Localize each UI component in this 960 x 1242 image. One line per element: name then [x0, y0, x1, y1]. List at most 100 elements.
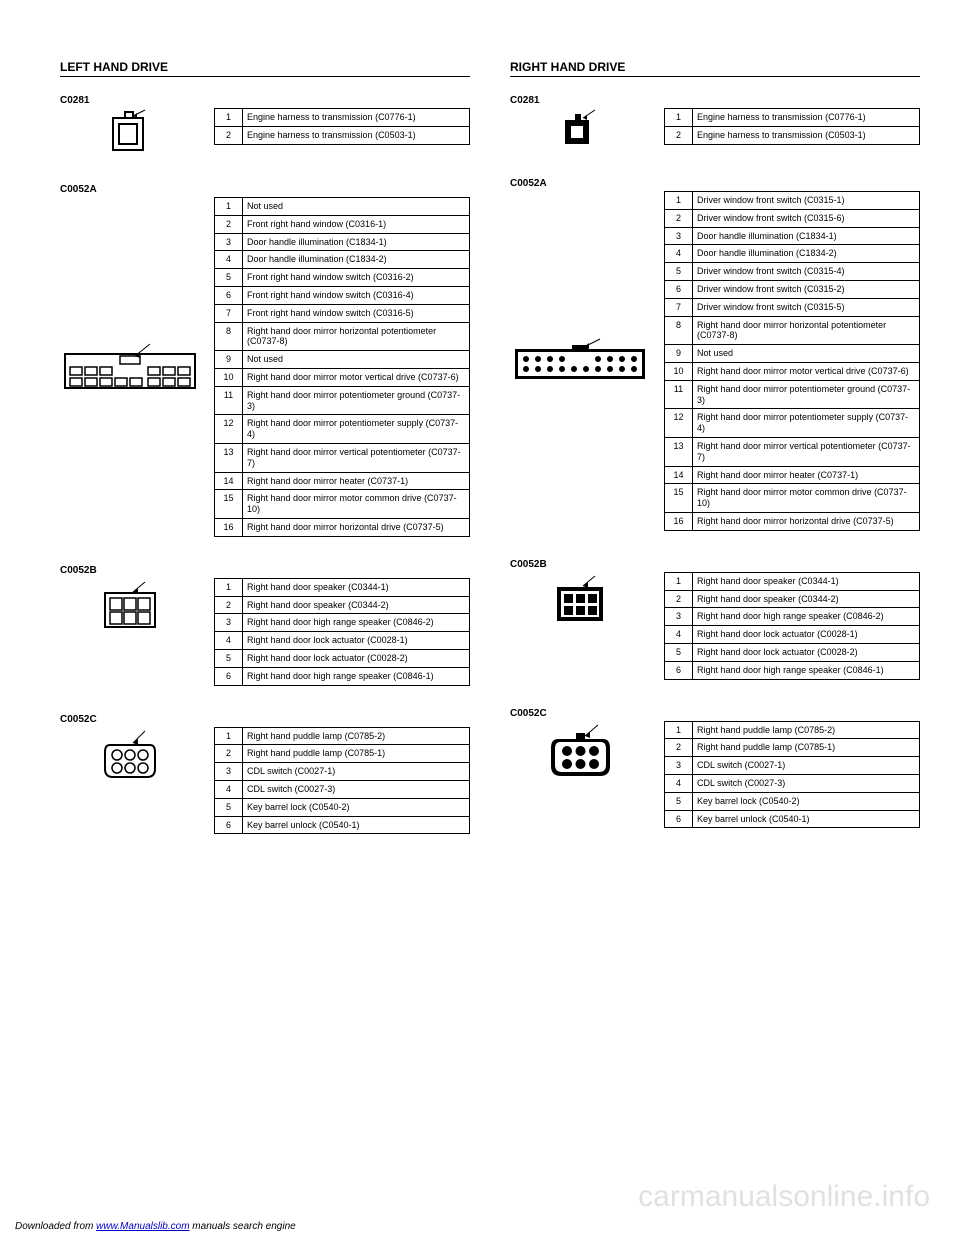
pin-description: Front right hand window switch (C0316-5)	[243, 304, 470, 322]
table-row: 6Key barrel unlock (C0540-1)	[215, 816, 470, 834]
table-row: 12Right hand door mirror potentiometer s…	[215, 415, 470, 444]
connector-diagram-icon	[510, 337, 650, 385]
connector-label: C0052B	[60, 565, 470, 576]
pin-description: Right hand door mirror potentiometer sup…	[693, 409, 920, 438]
pin-description: Right hand door lock actuator (C0028-1)	[243, 632, 470, 650]
pin-description: Key barrel unlock (C0540-1)	[693, 810, 920, 828]
pin-description: Front right hand window switch (C0316-4)	[243, 286, 470, 304]
pin-number: 5	[215, 649, 243, 667]
pin-description: Key barrel lock (C0540-2)	[693, 792, 920, 810]
pin-description: Right hand door mirror motor common driv…	[243, 490, 470, 519]
connector-label: C0281	[510, 95, 920, 106]
connector-block: C0281 1Engine harness to transmission (C…	[510, 95, 920, 150]
table-row: 4Right hand door lock actuator (C0028-1)	[215, 632, 470, 650]
pin-number: 6	[215, 667, 243, 685]
table-row: 1Engine harness to transmission (C0776-1…	[215, 109, 470, 127]
pin-description: Right hand door mirror motor vertical dr…	[693, 362, 920, 380]
pin-number: 11	[215, 386, 243, 415]
pin-description: Driver window front switch (C0315-4)	[693, 263, 920, 281]
pin-number: 4	[215, 780, 243, 798]
pin-number: 2	[665, 739, 693, 757]
table-row: 16Right hand door mirror horizontal driv…	[665, 512, 920, 530]
connector-label: C0052C	[60, 714, 470, 725]
connector-diagram-icon	[510, 572, 650, 627]
pin-number: 10	[215, 368, 243, 386]
connector-label: C0281	[60, 95, 470, 106]
pin-description: Right hand door lock actuator (C0028-2)	[243, 649, 470, 667]
pin-description: Driver window front switch (C0315-6)	[693, 209, 920, 227]
table-row: 1Not used	[215, 198, 470, 216]
table-row: 13Right hand door mirror vertical potent…	[215, 443, 470, 472]
table-row: 2Engine harness to transmission (C0503-1…	[215, 126, 470, 144]
pin-description: Right hand door high range speaker (C084…	[693, 661, 920, 679]
pin-description: Right hand door speaker (C0344-1)	[243, 578, 470, 596]
footer-text: Downloaded from www.Manualslib.com manua…	[15, 1221, 296, 1232]
pin-number: 1	[215, 727, 243, 745]
pin-number: 11	[665, 380, 693, 409]
pin-table: 1Right hand puddle lamp (C0785-2)2Right …	[214, 727, 470, 835]
pin-description: Key barrel lock (C0540-2)	[243, 798, 470, 816]
connector-label: C0052A	[510, 178, 920, 189]
table-row: 11Right hand door mirror potentiometer g…	[665, 380, 920, 409]
table-row: 4Door handle illumination (C1834-2)	[215, 251, 470, 269]
table-row: 3Right hand door high range speaker (C08…	[215, 614, 470, 632]
pin-description: Right hand puddle lamp (C0785-1)	[243, 745, 470, 763]
connector-block: C0281 1Engine harness to transmission (C…	[60, 95, 470, 156]
pin-description: Right hand door high range speaker (C084…	[243, 667, 470, 685]
table-row: 6Driver window front switch (C0315-2)	[665, 280, 920, 298]
pin-description: Door handle illumination (C1834-2)	[243, 251, 470, 269]
footer-link[interactable]: www.Manualslib.com	[96, 1221, 189, 1232]
table-row: 1Right hand door speaker (C0344-1)	[215, 578, 470, 596]
pin-description: Engine harness to transmission (C0776-1)	[243, 109, 470, 127]
table-row: 1Engine harness to transmission (C0776-1…	[665, 109, 920, 127]
pin-description: Right hand door mirror horizontal potent…	[693, 316, 920, 345]
pin-number: 15	[215, 490, 243, 519]
pin-number: 14	[665, 466, 693, 484]
pin-number: 3	[215, 233, 243, 251]
pin-description: Right hand door lock actuator (C0028-1)	[693, 626, 920, 644]
pin-number: 1	[215, 198, 243, 216]
pin-table: 1Driver window front switch (C0315-1)2Dr…	[664, 191, 920, 531]
pin-number: 5	[665, 643, 693, 661]
pin-number: 6	[665, 280, 693, 298]
pin-description: Right hand puddle lamp (C0785-1)	[693, 739, 920, 757]
left-column: LEFT HAND DRIVE C0281	[60, 60, 470, 862]
pin-description: CDL switch (C0027-3)	[243, 780, 470, 798]
pin-number: 5	[665, 263, 693, 281]
pin-number: 2	[665, 209, 693, 227]
pin-description: Right hand door mirror heater (C0737-1)	[243, 472, 470, 490]
pin-number: 2	[215, 596, 243, 614]
pin-description: Right hand door lock actuator (C0028-2)	[693, 643, 920, 661]
table-row: 15Right hand door mirror motor common dr…	[215, 490, 470, 519]
pin-number: 2	[665, 590, 693, 608]
pin-description: Door handle illumination (C1834-2)	[693, 245, 920, 263]
table-row: 2Right hand puddle lamp (C0785-1)	[665, 739, 920, 757]
connector-diagram-icon	[60, 578, 200, 633]
table-row: 2Driver window front switch (C0315-6)	[665, 209, 920, 227]
pin-number: 6	[215, 286, 243, 304]
pin-table: 1Right hand puddle lamp (C0785-2)2Right …	[664, 721, 920, 829]
table-row: 4Right hand door lock actuator (C0028-1)	[665, 626, 920, 644]
connector-block: C0052C	[510, 708, 920, 829]
pin-number: 4	[215, 251, 243, 269]
pin-number: 2	[215, 126, 243, 144]
pin-description: Right hand puddle lamp (C0785-2)	[243, 727, 470, 745]
table-row: 8Right hand door mirror horizontal poten…	[215, 322, 470, 351]
table-row: 7Front right hand window switch (C0316-5…	[215, 304, 470, 322]
connector-diagram-icon	[60, 339, 200, 394]
table-row: 4Door handle illumination (C1834-2)	[665, 245, 920, 263]
pin-description: Not used	[693, 345, 920, 363]
pin-number: 9	[665, 345, 693, 363]
pin-number: 8	[665, 316, 693, 345]
pin-number: 3	[665, 227, 693, 245]
table-row: 4CDL switch (C0027-3)	[665, 774, 920, 792]
pin-number: 13	[665, 437, 693, 466]
pin-number: 8	[215, 322, 243, 351]
pin-table: 1Engine harness to transmission (C0776-1…	[664, 108, 920, 145]
pin-number: 16	[665, 512, 693, 530]
pin-description: Right hand puddle lamp (C0785-2)	[693, 721, 920, 739]
left-header: LEFT HAND DRIVE	[60, 60, 470, 77]
pin-number: 3	[215, 763, 243, 781]
table-row: 1Right hand door speaker (C0344-1)	[665, 572, 920, 590]
table-row: 14Right hand door mirror heater (C0737-1…	[215, 472, 470, 490]
